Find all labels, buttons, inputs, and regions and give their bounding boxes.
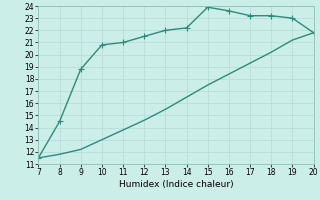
X-axis label: Humidex (Indice chaleur): Humidex (Indice chaleur) [119,180,233,189]
